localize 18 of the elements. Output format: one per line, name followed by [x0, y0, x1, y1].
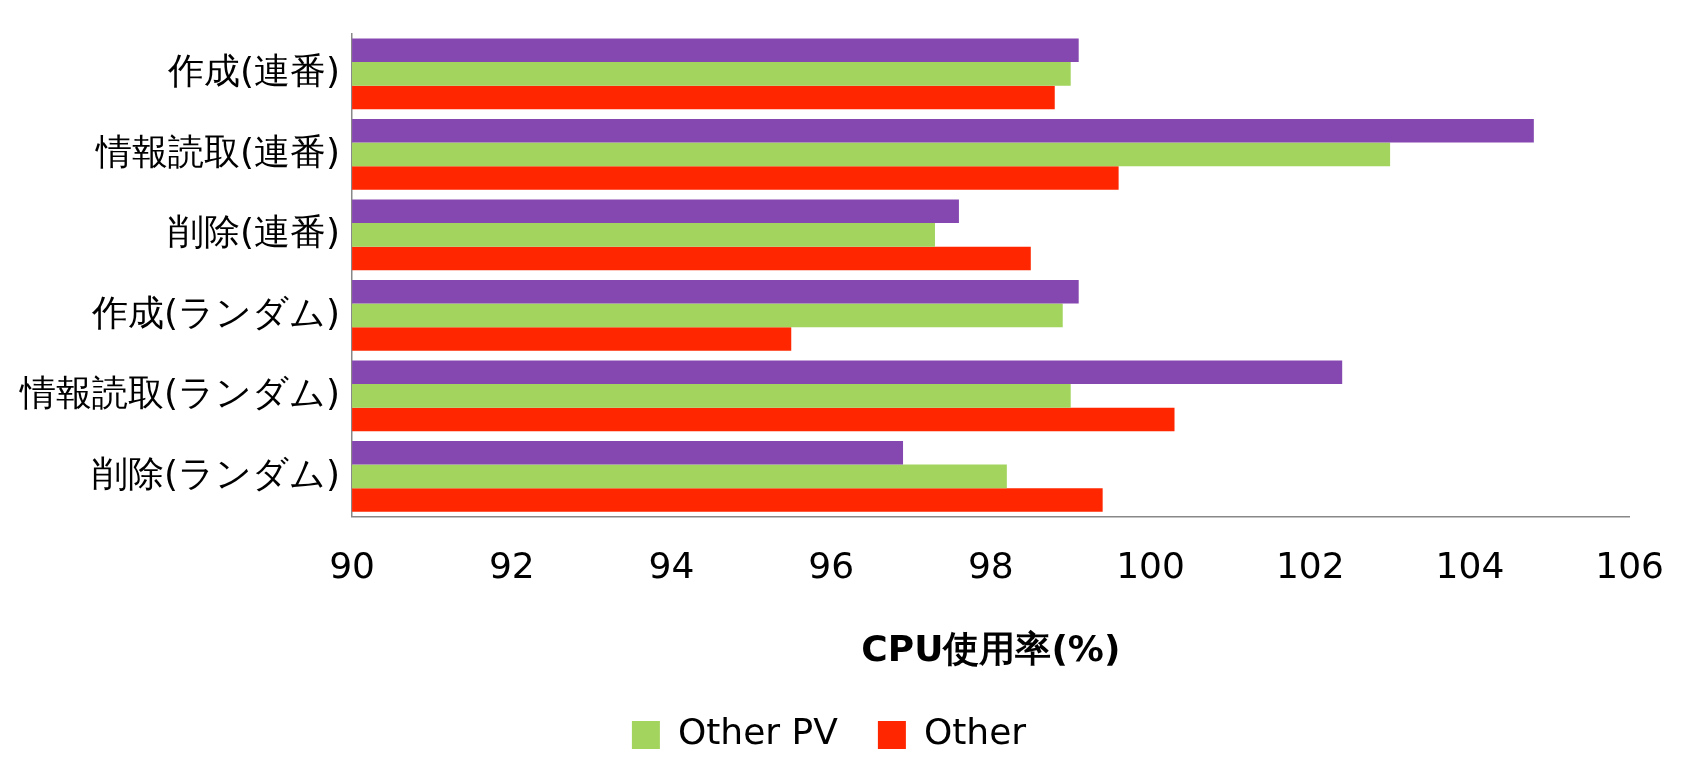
x-tick-label: 106 [1595, 544, 1664, 586]
x-tick-label: 100 [1116, 544, 1185, 586]
y-tick-label: 情報読取(ランダム) [19, 372, 341, 414]
y-tick-label: 作成(連番) [167, 50, 341, 92]
x-tick-label: 92 [488, 544, 535, 586]
x-tick-label: 98 [967, 544, 1014, 586]
x-tick-label: 96 [808, 544, 855, 586]
y-tick-label: 作成(ランダム) [91, 291, 341, 333]
x-tick-label: 104 [1435, 544, 1505, 586]
x-tick-label: 90 [329, 544, 375, 586]
legend-label: Other PV [677, 711, 839, 753]
y-tick-label: 削除(連番) [168, 211, 341, 253]
x-tick-label: 102 [1275, 544, 1345, 586]
x-axis-title: CPU使用率(%) [861, 627, 1121, 669]
x-tick-label: 94 [648, 544, 695, 586]
legend-label: Other [923, 711, 1027, 753]
y-tick-label: 削除(ランダム) [92, 452, 341, 494]
y-tick-label: 情報読取(連番) [95, 130, 341, 172]
